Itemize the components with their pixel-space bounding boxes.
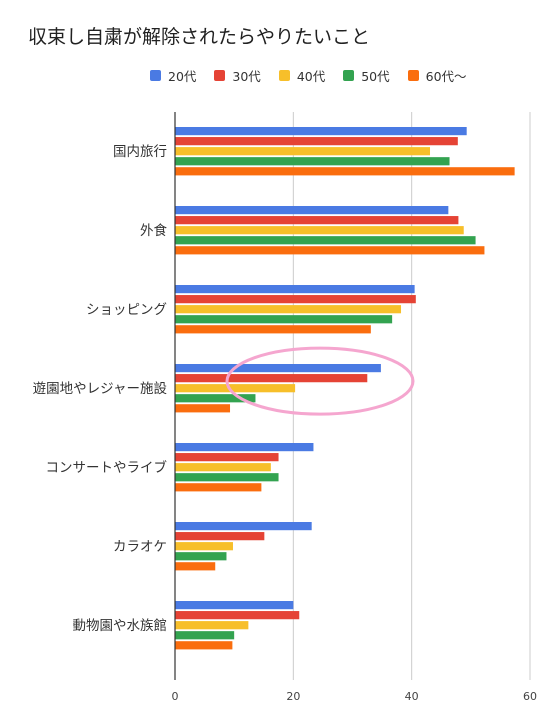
legend-swatch [343, 70, 355, 81]
bar [175, 236, 476, 245]
legend-item: 40代 [278, 66, 326, 85]
bar [175, 483, 262, 492]
bar [175, 394, 256, 403]
legend-label: 60代〜 [425, 69, 467, 84]
bar [175, 631, 235, 640]
bar [175, 137, 458, 146]
legend-item: 30代 [214, 66, 261, 85]
legend-label: 20代 [168, 69, 197, 84]
legend-label: 40代 [296, 69, 326, 84]
legend-swatch [150, 70, 161, 81]
legend-swatch [278, 70, 290, 81]
bar [175, 305, 402, 314]
x-tick-label: 40 [405, 690, 419, 703]
bar [175, 364, 381, 373]
x-tick-label: 60 [523, 690, 537, 703]
category-label: コンサートやライブ [46, 459, 168, 476]
bar [175, 157, 450, 166]
bar [175, 206, 449, 215]
x-tick-label: 20 [286, 690, 300, 703]
bar [175, 453, 279, 462]
chart-title: 収束し自粛が解除されたらやりたいこと [28, 26, 371, 48]
bar [175, 216, 459, 225]
bar [175, 315, 393, 324]
bar [175, 127, 467, 136]
bar [175, 285, 415, 294]
bar [175, 325, 371, 334]
bar [175, 641, 233, 650]
bar [175, 374, 368, 383]
legend-item: 60代〜 [407, 66, 467, 85]
bar [175, 552, 227, 561]
bar [175, 542, 233, 551]
bar [175, 601, 294, 610]
category-label: 外食 [140, 222, 167, 239]
category-label: 国内旅行 [113, 144, 167, 160]
category-label: ショッピング [86, 302, 167, 318]
legend-swatch [407, 70, 419, 81]
bar [175, 167, 515, 176]
bar [175, 562, 216, 571]
bar [175, 246, 485, 255]
legend-item: 50代 [343, 66, 390, 85]
bar [175, 443, 314, 452]
bar [175, 611, 300, 620]
bar [175, 404, 231, 413]
bar [175, 463, 271, 472]
legend-swatch [214, 70, 226, 81]
bar [175, 295, 416, 304]
bar [175, 226, 464, 235]
category-label: 動物園や水族館 [73, 618, 168, 634]
highlight-ellipse [225, 346, 415, 416]
category-label: カラオケ [113, 539, 167, 555]
bar [175, 147, 431, 156]
category-label: 遊園地やレジャー施設 [33, 381, 168, 397]
x-tick-label: 0 [172, 690, 179, 703]
bar [175, 532, 265, 541]
legend-label: 30代 [232, 69, 261, 84]
bar [175, 621, 249, 630]
legend: 20代 30代 40代 50代 60代〜 [150, 66, 485, 85]
bar [175, 384, 296, 393]
bar [175, 473, 279, 482]
bar [175, 522, 312, 531]
legend-item: 20代 [150, 66, 196, 85]
legend-label: 50代 [361, 69, 390, 84]
